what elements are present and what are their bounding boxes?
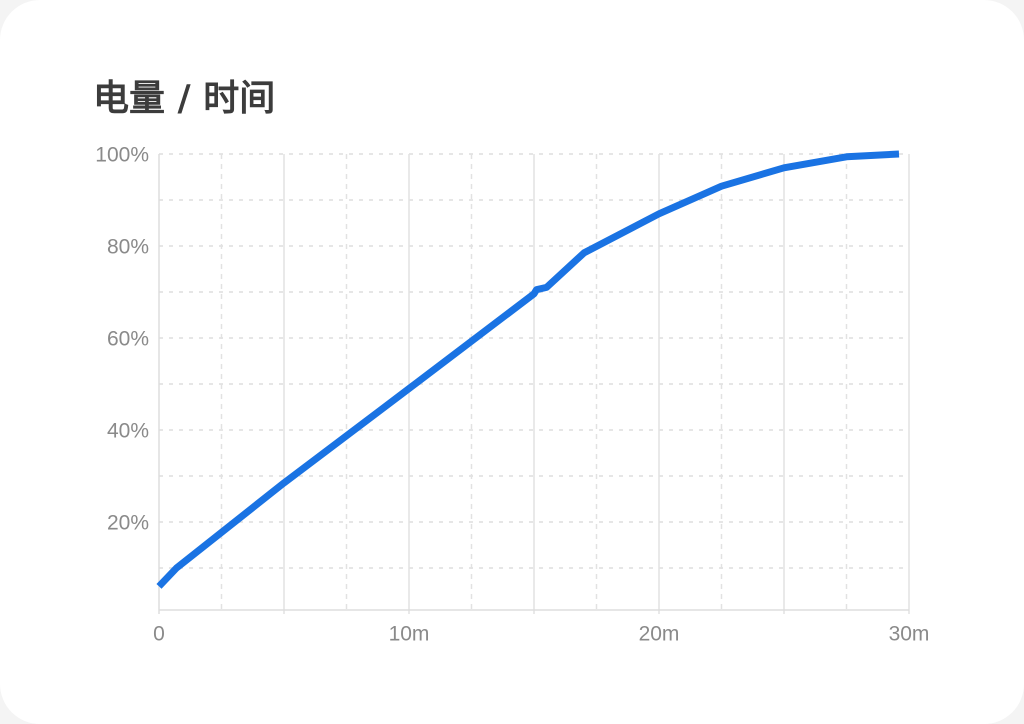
y-tick-label: 60% [107,328,149,351]
x-tick-label: 30m [889,623,930,646]
chart-title: 电量 / 时间 [93,78,275,119]
y-tick-label: 40% [107,420,149,443]
y-tick-label: 100% [95,144,149,167]
x-tick-label: 20m [639,623,680,646]
y-tick-label: 20% [107,512,149,535]
x-tick-label: 10m [389,623,430,646]
x-tick-label: 0 [153,623,165,646]
y-tick-label: 80% [107,236,149,259]
line [156,150,900,589]
